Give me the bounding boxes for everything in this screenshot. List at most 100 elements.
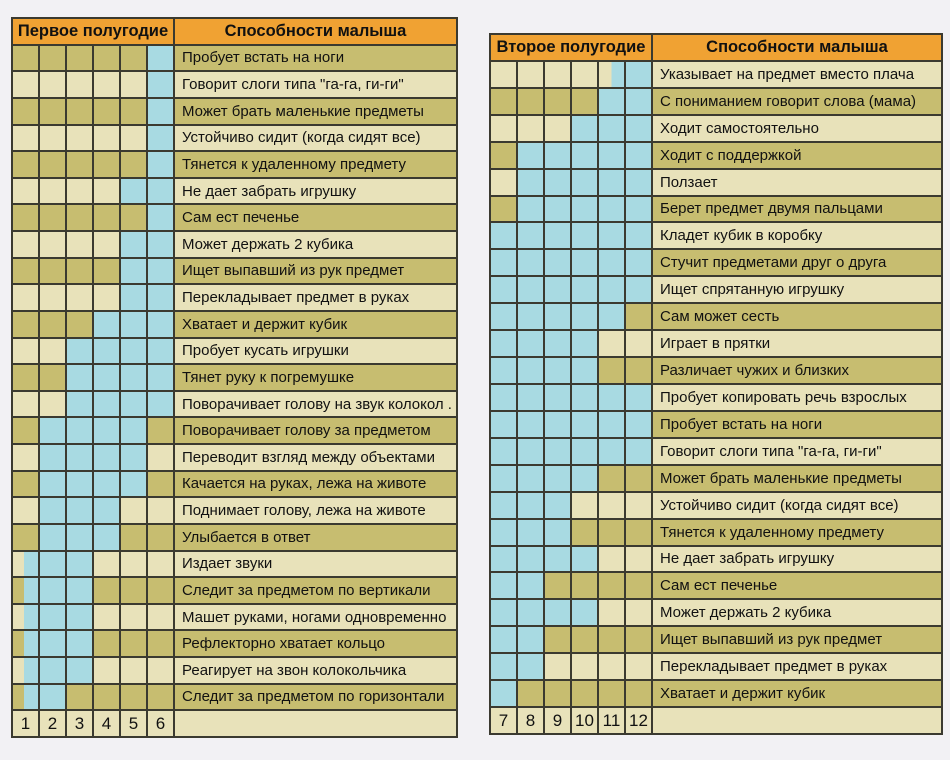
month-cell — [40, 498, 67, 523]
month-cell — [94, 178, 121, 204]
month-cell — [626, 142, 653, 168]
month-cell — [599, 654, 626, 680]
ability-label: Тянется к удаленному предмету — [653, 519, 941, 545]
month-cell — [599, 304, 626, 330]
month-number-cell: 4 — [94, 711, 121, 736]
milestone-row: Может брать маленькие предметы — [13, 96, 456, 124]
month-cell — [148, 98, 175, 124]
milestone-row: Перекладывает предмет в руках — [13, 283, 456, 310]
milestone-row: Берет предмет двумя пальцами — [491, 194, 941, 222]
month-cell — [518, 465, 545, 491]
month-cell — [599, 492, 626, 518]
month-cell — [148, 578, 175, 603]
month-cell — [572, 142, 599, 168]
abilities-header: Способности малыша — [653, 35, 941, 60]
month-cell — [545, 88, 572, 114]
month-cell — [599, 465, 626, 491]
ability-label: Пробует встать на ноги — [653, 411, 941, 437]
month-cell — [40, 311, 67, 337]
month-cell — [599, 600, 626, 626]
month-cell — [626, 304, 653, 330]
month-cell — [13, 684, 40, 710]
month-cell — [148, 551, 175, 577]
ability-label: Реагирует на звон колокольчика — [175, 658, 456, 683]
month-cell — [148, 631, 175, 656]
ability-label: Ходит с поддержкой — [653, 142, 941, 168]
milestone-row: Не дает забрать игрушку — [13, 176, 456, 204]
month-cell — [518, 223, 545, 249]
month-cell — [491, 465, 518, 491]
month-cell — [626, 88, 653, 114]
month-cell — [13, 45, 40, 71]
month-cell — [13, 498, 40, 523]
milestone-row: Ищет выпавший из рук предмет — [13, 256, 456, 284]
period-header: Первое полугодие — [13, 19, 175, 44]
month-cell — [13, 418, 40, 443]
month-cell — [148, 152, 175, 177]
month-cell — [545, 142, 572, 168]
milestone-row: Тянется к удаленному предмету — [491, 517, 941, 545]
milestone-row: Хватает и держит кубик — [13, 309, 456, 337]
month-cell — [491, 358, 518, 383]
numbers-row-empty-cell — [653, 708, 941, 733]
month-cell — [572, 304, 599, 330]
month-cell — [572, 600, 599, 626]
month-cell — [13, 471, 40, 497]
month-cell — [121, 205, 148, 230]
month-cell — [67, 72, 94, 97]
milestone-row: Издает звуки — [13, 549, 456, 577]
ability-label: Говорит слоги типа "га-га, ги-ги" — [653, 438, 941, 464]
ability-label: Ползает — [653, 169, 941, 195]
milestone-row: Может держать 2 кубика — [491, 598, 941, 626]
month-cell — [40, 178, 67, 204]
month-cell — [626, 627, 653, 653]
month-cell — [40, 445, 67, 470]
month-cell — [121, 445, 148, 470]
month-cell — [545, 223, 572, 249]
month-cell — [148, 445, 175, 470]
month-cell — [94, 684, 121, 710]
month-cell — [67, 365, 94, 390]
month-cell — [545, 546, 572, 572]
milestone-row: Поворачивает голову на звук колокол . — [13, 389, 456, 417]
month-cell — [518, 277, 545, 303]
month-cell — [545, 573, 572, 599]
milestone-row: Реагирует на звон колокольчика — [13, 656, 456, 683]
month-cell — [599, 61, 626, 87]
ability-label: Ищет спрятанную игрушку — [653, 277, 941, 303]
month-cell — [13, 445, 40, 470]
month-cell — [94, 232, 121, 257]
month-cell — [13, 98, 40, 124]
month-cell — [545, 384, 572, 410]
month-cell — [626, 250, 653, 276]
milestone-row: Машет руками, ногами одновременно — [13, 602, 456, 630]
month-cell — [518, 384, 545, 410]
month-cell — [626, 438, 653, 464]
month-number-cell: 8 — [518, 708, 545, 733]
ability-label: Перекладывает предмет в руках — [653, 654, 941, 680]
month-cell — [626, 384, 653, 410]
ability-label: Указывает на предмет вместо плача — [653, 61, 941, 87]
month-cell — [67, 391, 94, 417]
month-cell — [491, 115, 518, 141]
month-cell — [491, 546, 518, 572]
ability-label: Сам ест печенье — [175, 205, 456, 230]
month-cell — [148, 498, 175, 523]
month-cell — [148, 658, 175, 683]
month-cell — [572, 169, 599, 195]
month-cell — [94, 578, 121, 603]
milestone-row: Хватает и держит кубик — [491, 679, 941, 707]
milestone-row: Может держать 2 кубика — [13, 230, 456, 257]
month-cell — [518, 115, 545, 141]
month-cell — [626, 331, 653, 357]
month-cell — [572, 331, 599, 357]
numbers-row-empty-cell — [175, 711, 456, 736]
month-cell — [148, 72, 175, 97]
month-cell — [94, 45, 121, 71]
month-cell — [148, 125, 175, 151]
month-cell — [572, 115, 599, 141]
month-cell — [40, 205, 67, 230]
ability-label: Различает чужих и близких — [653, 358, 941, 383]
milestone-row: Устойчиво сидит (когда сидят все) — [13, 123, 456, 151]
